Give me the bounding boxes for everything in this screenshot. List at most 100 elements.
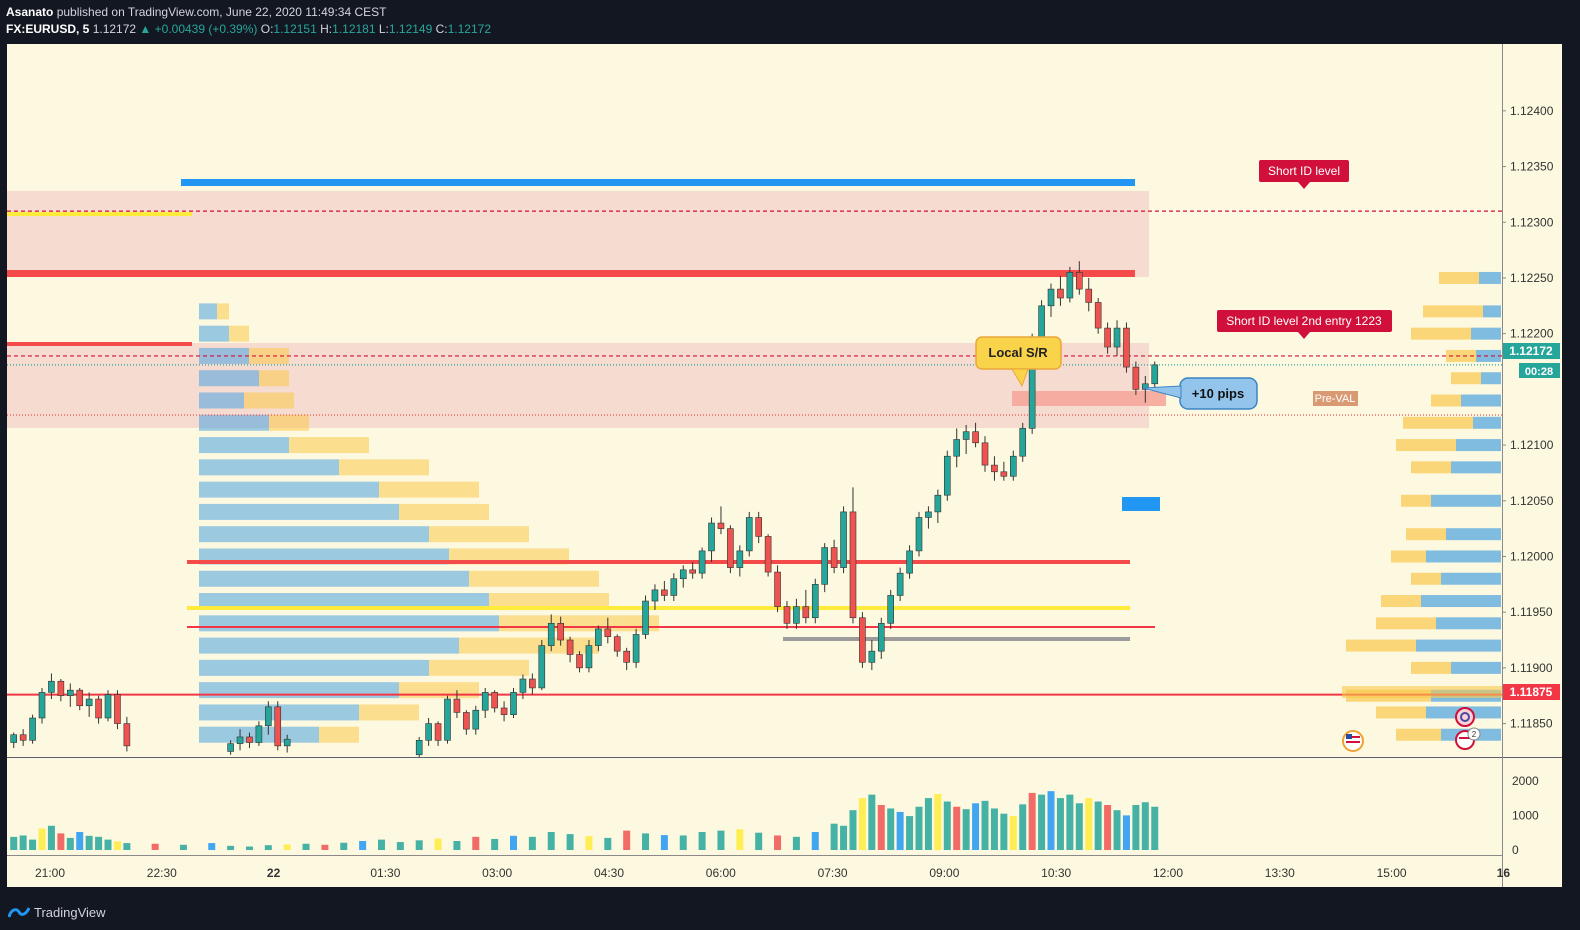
low-label: L: [378,22,389,36]
volume-bar [887,808,895,850]
profile-bar-blue [1436,617,1501,630]
candle-body [774,571,781,607]
price-chart[interactable]: 1.12400 1.12350 1.12300 1.12250 1.12200 1.121… [0,40,1580,895]
profile-bar-yellow [399,503,489,520]
candle-body [1151,364,1159,385]
profile-bar-blue [199,615,499,632]
time-tick-label: 06:00 [706,866,736,880]
high-value: 1.12181 [332,22,376,36]
symbol-name[interactable]: FX:EURUSD, 5 [6,22,90,36]
candle-body [962,431,970,440]
pips-callout[interactable]: +10 pips [1142,377,1258,410]
author-name[interactable]: Asanato [6,5,54,19]
us-flag-icon-2[interactable]: 2 [1455,727,1481,750]
candle-body [529,678,536,689]
event-settings-icon[interactable] [1455,707,1475,727]
candle-body [849,511,857,619]
ohlc-legend: FX:EURUSD, 5 1.12172 ▲ +0.00439 (+0.39%)… [6,22,491,36]
candle-body [887,595,895,624]
profile-bar-blue [199,303,217,320]
us-flag-icon[interactable] [1342,730,1364,752]
candle-body [29,717,36,741]
pips-callout-text: +10 pips [1192,386,1244,401]
open-label: O: [260,22,274,36]
candle-body [595,628,602,646]
entry-box[interactable] [1012,391,1166,406]
red-level-thick[interactable] [7,270,1135,277]
volume-bar [1141,802,1149,850]
volume-bar [415,840,423,850]
time-tick-label: 13:30 [1265,866,1295,880]
volume-bar [623,830,631,850]
short-id-label[interactable]: Short ID level [1259,160,1349,189]
price-axis-background [1502,44,1562,855]
price-tick-label: 1.12400 [1510,104,1554,118]
tradingview-logo-icon[interactable] [8,905,30,919]
volume-bar [302,843,310,850]
short-id-label-text: Short ID level [1268,164,1340,178]
candle-body [104,694,112,719]
volume-bar [434,838,442,850]
profile-bar-blue [199,637,459,654]
volume-bar [85,835,93,850]
price-tick-label: 1.12000 [1510,549,1554,563]
candle-body [1047,288,1055,307]
time-axis-ticks[interactable]: 21:00 22:30 22 01:30 03:00 04:30 06:00 07:30 09:… [35,866,1510,880]
candle-body [670,578,678,596]
profile-bar-blue [199,325,229,342]
candle-body [85,698,93,707]
volume-tick-label: 0 [1512,843,1519,857]
volume-bar [858,798,866,850]
short-id-2nd-label[interactable]: Short ID level 2nd entry 1223 [1217,310,1392,339]
resistance-zone-upper[interactable] [7,191,1149,277]
blue-level-line[interactable] [181,179,1135,186]
resistance-zone-lower[interactable] [7,343,1149,428]
gray-level-line[interactable] [783,637,1130,641]
tradingview-brand[interactable]: TradingView [34,905,106,920]
candle-body [764,536,772,573]
price-tick-label: 1.11850 [1510,717,1553,731]
candle-body [1142,383,1149,390]
time-tick-label: 12:00 [1153,866,1183,880]
candle-body [859,617,866,663]
red-level-thin[interactable] [187,626,1155,628]
footer-bar: TradingView [0,895,1580,930]
profile-bar-yellow [429,526,529,543]
profile-bar-yellow [259,370,289,387]
candle-body [877,623,885,652]
volume-bar [472,836,480,850]
candle-body [689,569,696,574]
volume-axis-ticks[interactable]: 2000 1000 0 [1512,774,1539,857]
profile-bar-blue [199,682,399,699]
profile-bar-yellow [1376,706,1426,719]
candle-body [444,698,451,741]
horizontal-levels[interactable] [7,210,1502,696]
local-sr-callout[interactable]: Local S/R [975,336,1062,388]
candle-body [283,738,291,747]
price-axis-ticks[interactable]: 1.12400 1.12350 1.12300 1.12250 1.12200 1.121… [1502,104,1554,731]
profile-bar-blue [199,370,259,387]
candle-body [1066,272,1074,299]
volume-bar [510,835,518,850]
candle-body [642,600,649,635]
candle-body [265,706,272,727]
blue-marker-block[interactable] [1122,497,1160,511]
volume-bar [491,838,499,850]
volume-bars-group [10,791,1159,850]
candle-body [783,606,791,624]
yellow-level-top[interactable] [7,212,192,216]
pre-val-label[interactable]: Pre-VAL [1313,391,1358,406]
red-level-short[interactable] [7,342,192,346]
profile-bar-yellow [1381,595,1421,608]
yellow-level-mid[interactable] [187,606,1130,610]
volume-bar [57,833,65,850]
profile-bar-blue [1446,528,1501,541]
candle-body [274,706,282,747]
candle-body [811,584,819,619]
candle-body [623,650,630,663]
profile-bar-yellow [1376,617,1436,630]
red-level-mid[interactable] [187,560,1130,564]
volume-bar [755,832,763,850]
candle-body [500,707,508,715]
volume-bar [47,825,55,850]
